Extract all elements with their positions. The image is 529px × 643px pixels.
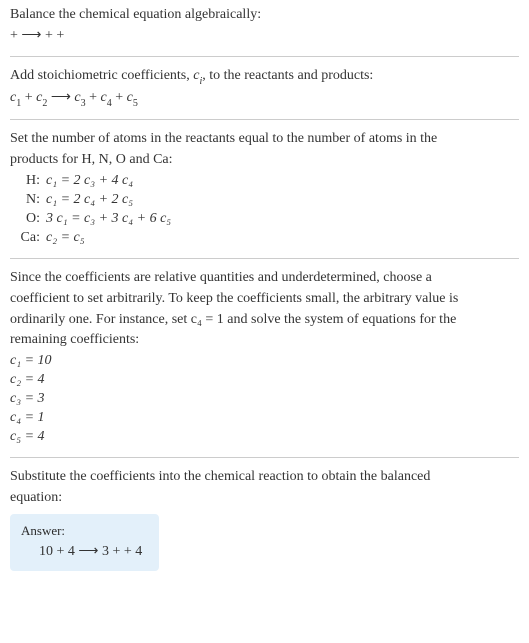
arrow: ⟶	[47, 90, 74, 105]
c5-sub: 5	[133, 98, 138, 109]
table-row: Ca: c₂ = c₅	[14, 229, 175, 248]
atom-eq-h: c₁ = 2 c₃ + 4 c₄	[46, 172, 175, 191]
atom-eq-n-val: c₁ = 2 c₄ + 2 c₅	[46, 192, 133, 207]
separator	[10, 258, 519, 259]
answer-equation: 10 + 4 ⟶ 3 + + 4	[21, 543, 142, 560]
c1-sub: 1	[16, 98, 21, 109]
c4-sub: 4	[107, 98, 112, 109]
separator	[10, 119, 519, 120]
plus3: +	[112, 90, 127, 105]
atom-eq-o: 3 c₁ = c₃ + 3 c₄ + 6 c₅	[46, 210, 175, 229]
atom-eq-h-val: c₁ = 2 c₃ + 4 c₄	[46, 173, 133, 188]
atom-label-ca: Ca:	[14, 229, 46, 248]
plus1: +	[21, 90, 36, 105]
atom-eq-o-val: 3 c₁ = c₃ + 3 c₄ + 6 c₅	[46, 211, 171, 226]
page: Balance the chemical equation algebraica…	[0, 0, 529, 581]
step3-l4: remaining coefficients:	[10, 331, 519, 350]
step1-text: Add stoichiometric coefficients, ci, to …	[10, 67, 519, 87]
stoich-equation: c1 + c2 ⟶ c3 + c4 + c5	[10, 89, 519, 109]
coeff-c4: c₄ = 1	[10, 409, 519, 428]
step3-l2: coefficient to set arbitrarily. To keep …	[10, 290, 519, 309]
atom-eq-ca-val: c₂ = c₅	[46, 230, 85, 245]
separator	[10, 457, 519, 458]
atom-eq-ca: c₂ = c₅	[46, 229, 175, 248]
step1-text-b: , to the reactants and products:	[202, 68, 373, 83]
step1-text-a: Add stoichiometric coefficients,	[10, 68, 193, 83]
coefficient-list: c₁ = 10 c₂ = 4 c₃ = 3 c₄ = 1 c₅ = 4	[10, 352, 519, 446]
c3-sub: 3	[81, 98, 86, 109]
c2-sub: 2	[42, 98, 47, 109]
atom-label-n: N:	[14, 191, 46, 210]
plus2: +	[86, 90, 101, 105]
atom-label-o: O:	[14, 210, 46, 229]
coeff-c3: c₃ = 3	[10, 390, 519, 409]
coeff-c5: c₅ = 4	[10, 428, 519, 447]
table-row: O: 3 c₁ = c₃ + 3 c₄ + 6 c₅	[14, 210, 175, 229]
intro-line2: + ⟶ + +	[10, 27, 519, 46]
atom-label-h: H:	[14, 172, 46, 191]
step3-l1: Since the coefficients are relative quan…	[10, 269, 519, 288]
step4-l1: Substitute the coefficients into the che…	[10, 468, 519, 487]
intro-line1: Balance the chemical equation algebraica…	[10, 6, 519, 25]
ci-sub: i	[199, 76, 202, 87]
table-row: N: c₁ = 2 c₄ + 2 c₅	[14, 191, 175, 210]
c5: c	[127, 90, 133, 105]
coeff-c2: c₂ = 4	[10, 371, 519, 390]
answer-label: Answer:	[21, 523, 142, 539]
atom-eq-n: c₁ = 2 c₄ + 2 c₅	[46, 191, 175, 210]
step4-l2: equation:	[10, 489, 519, 508]
atom-balance-table: H: c₁ = 2 c₃ + 4 c₄ N: c₁ = 2 c₄ + 2 c₅ …	[14, 172, 175, 248]
table-row: H: c₁ = 2 c₃ + 4 c₄	[14, 172, 175, 191]
step2-l2: products for H, N, O and Ca:	[10, 151, 519, 170]
c3: c	[74, 90, 80, 105]
answer-box: Answer: 10 + 4 ⟶ 3 + + 4	[10, 514, 159, 571]
step3-l3: ordinarily one. For instance, set c₄ = 1…	[10, 311, 519, 330]
c4: c	[101, 90, 107, 105]
coeff-c1: c₁ = 10	[10, 352, 519, 371]
step2-l1: Set the number of atoms in the reactants…	[10, 130, 519, 149]
separator	[10, 56, 519, 57]
